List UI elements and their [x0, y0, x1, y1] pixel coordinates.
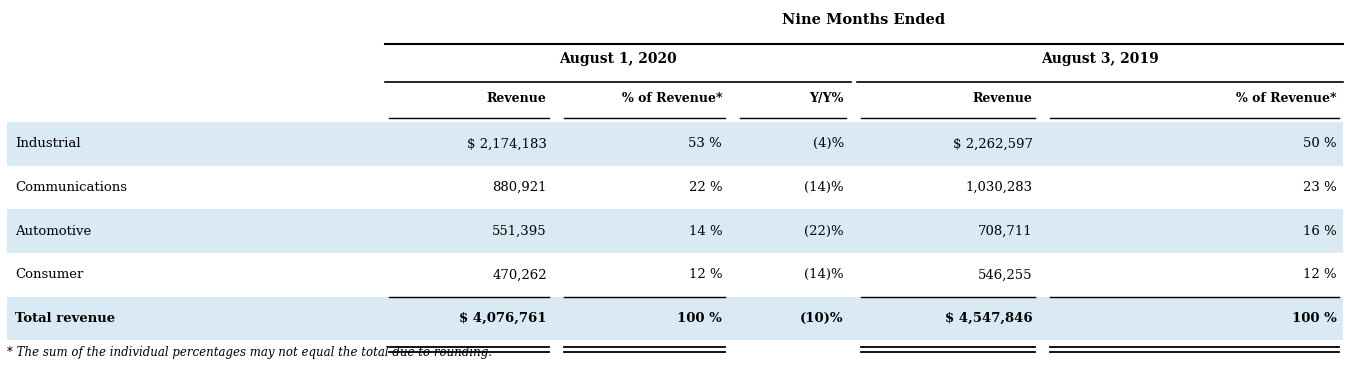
Text: 53 %: 53 %	[688, 137, 722, 151]
Text: $ 4,547,846: $ 4,547,846	[945, 312, 1033, 325]
Text: 22 %: 22 %	[688, 181, 722, 194]
Text: (10)%: (10)%	[801, 312, 844, 325]
Bar	[7, 253, 1343, 297]
Text: $ 4,076,761: $ 4,076,761	[459, 312, 547, 325]
Text: 546,255: 546,255	[979, 268, 1033, 282]
Bar	[7, 166, 1343, 209]
Text: August 3, 2019: August 3, 2019	[1041, 52, 1160, 66]
Text: 50 %: 50 %	[1303, 137, 1336, 151]
Text: 100 %: 100 %	[1292, 312, 1336, 325]
Text: Total revenue: Total revenue	[15, 312, 115, 325]
Text: Nine Months Ended: Nine Months Ended	[783, 13, 945, 27]
Text: 551,395: 551,395	[493, 225, 547, 238]
Text: (22)%: (22)%	[805, 225, 844, 238]
Text: 708,711: 708,711	[979, 225, 1033, 238]
Bar	[7, 297, 1343, 340]
Bar	[7, 209, 1343, 253]
Text: Industrial: Industrial	[15, 137, 81, 151]
Text: (14)%: (14)%	[805, 268, 844, 282]
Text: (4)%: (4)%	[813, 137, 844, 151]
Text: $ 2,262,597: $ 2,262,597	[953, 137, 1033, 151]
Text: % of Revenue*: % of Revenue*	[1237, 91, 1336, 105]
Text: % of Revenue*: % of Revenue*	[622, 91, 722, 105]
Text: 16 %: 16 %	[1303, 225, 1336, 238]
Text: (14)%: (14)%	[805, 181, 844, 194]
Text: 14 %: 14 %	[688, 225, 722, 238]
Text: 880,921: 880,921	[493, 181, 547, 194]
Text: Consumer: Consumer	[15, 268, 84, 282]
Text: Communications: Communications	[15, 181, 127, 194]
Text: Y/Y%: Y/Y%	[810, 91, 844, 105]
Text: Revenue: Revenue	[487, 91, 547, 105]
Text: 1,030,283: 1,030,283	[965, 181, 1033, 194]
Text: * The sum of the individual percentages may not equal the total due to rounding.: * The sum of the individual percentages …	[7, 346, 491, 359]
Text: August 1, 2020: August 1, 2020	[559, 52, 676, 66]
Text: $ 2,174,183: $ 2,174,183	[467, 137, 547, 151]
Text: Automotive: Automotive	[15, 225, 90, 238]
Bar	[7, 122, 1343, 166]
Text: 12 %: 12 %	[1303, 268, 1336, 282]
Text: 100 %: 100 %	[678, 312, 722, 325]
Text: Revenue: Revenue	[973, 91, 1033, 105]
Text: 23 %: 23 %	[1303, 181, 1336, 194]
Text: 470,262: 470,262	[493, 268, 547, 282]
Text: 12 %: 12 %	[688, 268, 722, 282]
